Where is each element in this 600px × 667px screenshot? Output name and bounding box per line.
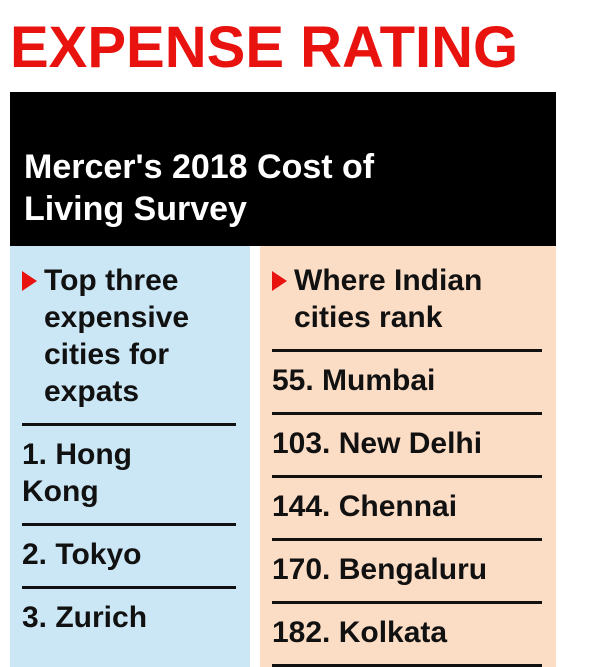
infographic-content: EXPENSE RATING Mercer's 2018 Cost of Liv… [10,0,556,667]
survey-subtitle-bar: Mercer's 2018 Cost of Living Survey [10,92,556,246]
indian-cities-heading-label: Where Indian cities rank [294,264,483,334]
red-arrow-icon [22,271,37,291]
survey-table: Mercer's 2018 Cost of Living Survey Top … [10,92,556,667]
list-item: 3. Zurich [22,601,148,634]
expensive-cities-column: Top three expensive cities for expats 1.… [10,246,250,667]
list-item: 1. Hong Kong [22,426,236,526]
expensive-cities-heading: Top three expensive cities for expats [22,252,236,426]
indian-cities-heading: Where Indian cities rank [272,252,542,352]
survey-subtitle: Mercer's 2018 Cost of Living Survey [24,148,375,228]
table-columns: Top three expensive cities for expats 1.… [10,246,556,667]
indian-cities-column: Where Indian cities rank 55. Mumbai 103.… [260,246,556,667]
list-item: 2. Tokyo [22,526,236,589]
list-item: 103. New Delhi [272,415,542,478]
page-title: EXPENSE RATING [10,15,519,80]
red-arrow-icon [272,271,287,291]
list-item: 182. Kolkata [272,604,542,667]
expensive-cities-heading-label: Top three expensive cities for expats [44,264,190,408]
list-item: 144. Chennai [272,478,542,541]
list-item: 170. Bengaluru [272,541,542,604]
list-item: 55. Mumbai [272,352,542,415]
